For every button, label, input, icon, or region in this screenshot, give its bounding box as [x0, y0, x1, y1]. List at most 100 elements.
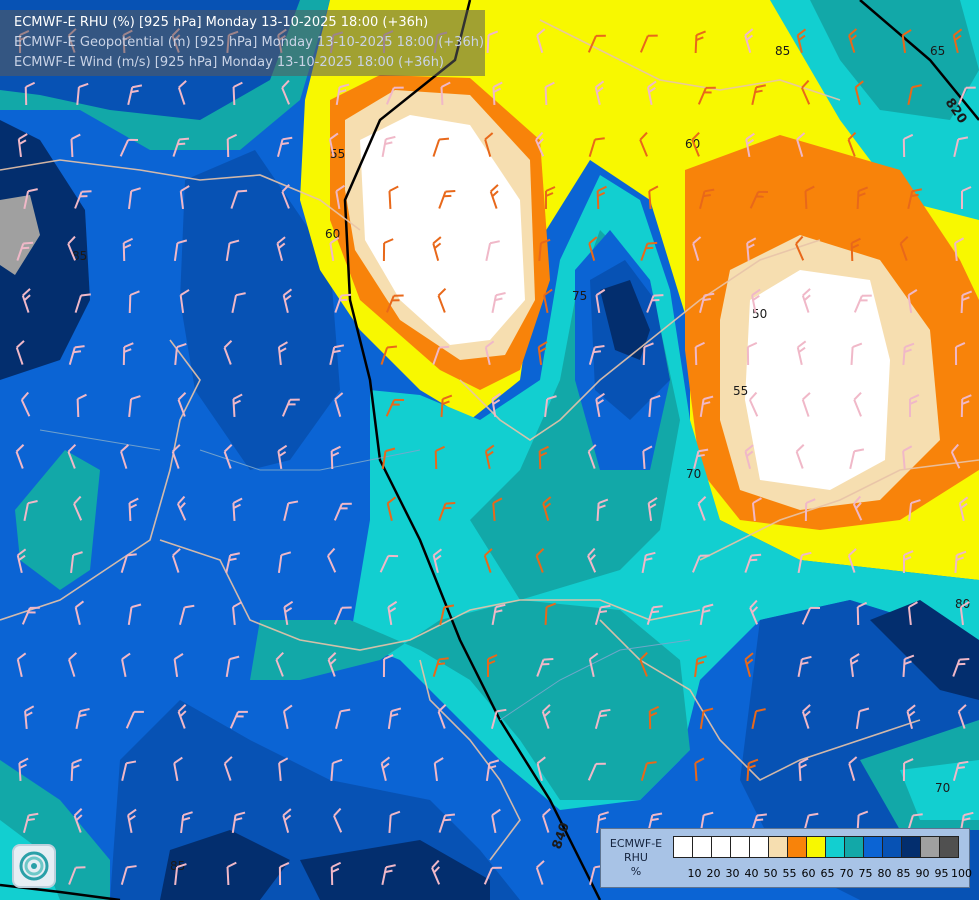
wind-barb: [692, 554, 710, 573]
wind-barb: [329, 344, 345, 366]
wind-barb: [386, 294, 404, 313]
legend-ticks: 10 20 30 40 50 55 60 65 70 75 80 85 90 95 100: [685, 867, 973, 880]
wind-barb: [225, 239, 240, 262]
wind-barb: [958, 496, 969, 522]
wind-barb: [544, 395, 557, 418]
wind-barb: [121, 760, 137, 782]
wind-barb: [908, 499, 921, 522]
geopotential-title: ECMWF-E Geopotential (m) [925 hPa] Monda…: [14, 35, 485, 50]
wind-barb: [24, 705, 35, 730]
wind-barb: [901, 29, 912, 54]
wind-barb: [694, 757, 705, 782]
wind-barb: [646, 294, 664, 313]
wind-barb: [388, 185, 399, 210]
wind-barb: [119, 138, 139, 157]
wind-barb: [491, 292, 506, 314]
rhu-label: 85: [72, 249, 87, 263]
legend-tick-label: 100: [951, 867, 972, 880]
wind-barb: [439, 604, 455, 626]
wind-barb: [856, 186, 869, 210]
wind-barb: [73, 495, 83, 521]
country-borders: [0, 19, 979, 861]
wind-barb: [587, 762, 606, 781]
wind-barb: [648, 185, 659, 210]
rhu-70-zone-2: [15, 450, 100, 590]
rhu-label: 80: [955, 597, 970, 611]
wind-barb: [76, 393, 87, 418]
wind-barb: [952, 760, 969, 781]
wind-barb: [127, 808, 137, 834]
legend-swatch: [882, 836, 902, 858]
wind-barb: [596, 498, 609, 522]
ecmwf-logo[interactable]: [12, 844, 56, 888]
wind-barb: [328, 132, 339, 158]
wind-barb: [121, 652, 131, 678]
legend-tick-label: 65: [820, 867, 835, 880]
wind-barb: [282, 808, 292, 833]
wind-barb: [491, 392, 502, 418]
wind-barb: [434, 445, 446, 470]
geopotential-820-line: [859, 0, 979, 121]
rhu-75-zone: [810, 0, 979, 120]
wind-barb: [232, 393, 243, 418]
wind-barb: [908, 394, 920, 418]
wind-barb: [431, 859, 441, 885]
wind-barb: [281, 79, 290, 105]
wind-barb: [648, 394, 661, 418]
legend-tick-label: 95: [934, 867, 949, 880]
wind-barb: [335, 708, 351, 729]
wind-barb: [960, 290, 973, 314]
wind-barb: [801, 606, 821, 625]
wind-barb: [849, 653, 860, 678]
wind-barb: [902, 445, 913, 470]
wind-barb: [16, 652, 27, 678]
wind-barb: [382, 238, 394, 262]
wind-barb: [385, 86, 404, 105]
wind-barb: [226, 133, 238, 158]
wind-barb: [795, 444, 805, 469]
wind-barb: [225, 552, 240, 574]
legend-tick-label: 40: [744, 867, 759, 880]
wind-barb: [639, 651, 648, 677]
wind-barb: [283, 600, 294, 626]
wind-barb: [959, 601, 970, 626]
wind-barb: [492, 497, 503, 522]
wind-barb: [438, 189, 456, 209]
wind-barb: [699, 395, 714, 418]
wind-barb: [952, 657, 970, 677]
wind-barb: [171, 548, 181, 573]
legend-tick-label: 80: [877, 867, 892, 880]
wind-barb: [587, 547, 597, 573]
wind-barb: [491, 603, 506, 626]
wind-barb: [231, 811, 246, 834]
wind-barb: [15, 444, 25, 469]
wind-barb: [21, 288, 31, 313]
wind-barb: [801, 392, 811, 417]
wind-barbs: [15, 27, 976, 886]
wind-barb: [277, 551, 292, 574]
wind-barb: [544, 186, 556, 210]
wind-barb: [697, 496, 707, 521]
wind-barb: [276, 236, 286, 261]
wind-barb: [542, 496, 552, 521]
wind-barb: [381, 135, 396, 158]
wind-barb: [225, 655, 240, 678]
wind-barb: [484, 132, 494, 157]
legend-model: ECMWF-E: [609, 837, 663, 850]
wind-barb: [177, 80, 187, 105]
wind-barb: [438, 501, 456, 521]
wind-barb: [68, 652, 78, 677]
legend-tick-label: 85: [896, 867, 911, 880]
legend-swatch: [863, 836, 883, 858]
wind-barb: [486, 654, 498, 678]
wind-barb: [386, 496, 397, 522]
rhu-label: 55: [330, 147, 345, 161]
wind-barb: [334, 293, 352, 313]
legend-swatch: [711, 836, 731, 858]
wind-barb: [691, 131, 700, 157]
wind-barb: [327, 547, 337, 573]
rhu-label: 70: [686, 467, 701, 481]
wind-barb: [76, 82, 89, 106]
legend-swatch: [692, 836, 712, 858]
wind-barb: [120, 865, 137, 885]
